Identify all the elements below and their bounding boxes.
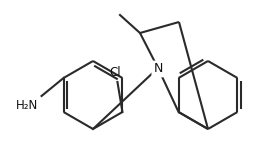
Text: Cl: Cl — [110, 66, 121, 79]
Text: H₂N: H₂N — [16, 99, 39, 112]
Text: N: N — [153, 62, 163, 75]
